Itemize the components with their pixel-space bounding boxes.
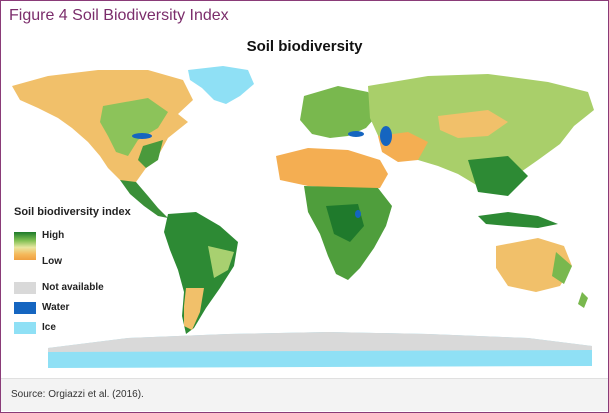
- legend-label-water: Water: [42, 302, 70, 313]
- caspian-sea: [380, 126, 392, 146]
- legend-gradient: [14, 232, 36, 260]
- africa-sahara: [276, 148, 388, 188]
- legend-label-ice: Ice: [42, 322, 56, 333]
- legend-high-label: High: [42, 230, 65, 241]
- sa-east: [208, 246, 234, 278]
- antarctica-edge: [48, 332, 592, 352]
- greenland-ice: [188, 66, 254, 104]
- lake-victoria: [355, 210, 361, 218]
- new-zealand: [578, 292, 588, 308]
- world-map: [12, 66, 594, 368]
- legend-swatch-water: [14, 302, 36, 314]
- north-america: [12, 70, 193, 188]
- source-bar: Source: Orgiazzi et al. (2016).: [1, 378, 608, 411]
- legend-title: Soil biodiversity index: [14, 206, 131, 218]
- map-title: Soil biodiversity: [246, 38, 363, 55]
- africa-green: [326, 204, 364, 242]
- sa-south: [184, 288, 204, 330]
- central-america: [120, 180, 168, 218]
- na-green: [100, 98, 168, 156]
- legend: Soil biodiversity index High Low Not ava…: [14, 206, 131, 334]
- great-lakes: [132, 133, 152, 139]
- australia: [496, 238, 572, 292]
- legend-low-label: Low: [42, 256, 62, 267]
- legend-swatch-ice: [14, 322, 36, 334]
- europe: [300, 86, 380, 138]
- asia-central-orange: [438, 110, 508, 138]
- black-sea: [348, 131, 364, 137]
- source-text: Source: Orgiazzi et al. (2016).: [11, 389, 144, 400]
- legend-label-not-available: Not available: [42, 282, 104, 293]
- figure-title: Figure 4 Soil Biodiversity Index: [9, 7, 229, 24]
- na-green-east: [138, 140, 163, 168]
- asia-se-green: [468, 156, 528, 196]
- southeast-asia-islands: [478, 212, 558, 228]
- australia-east: [552, 252, 572, 284]
- legend-swatch-not-available: [14, 282, 36, 294]
- south-america: [164, 212, 238, 334]
